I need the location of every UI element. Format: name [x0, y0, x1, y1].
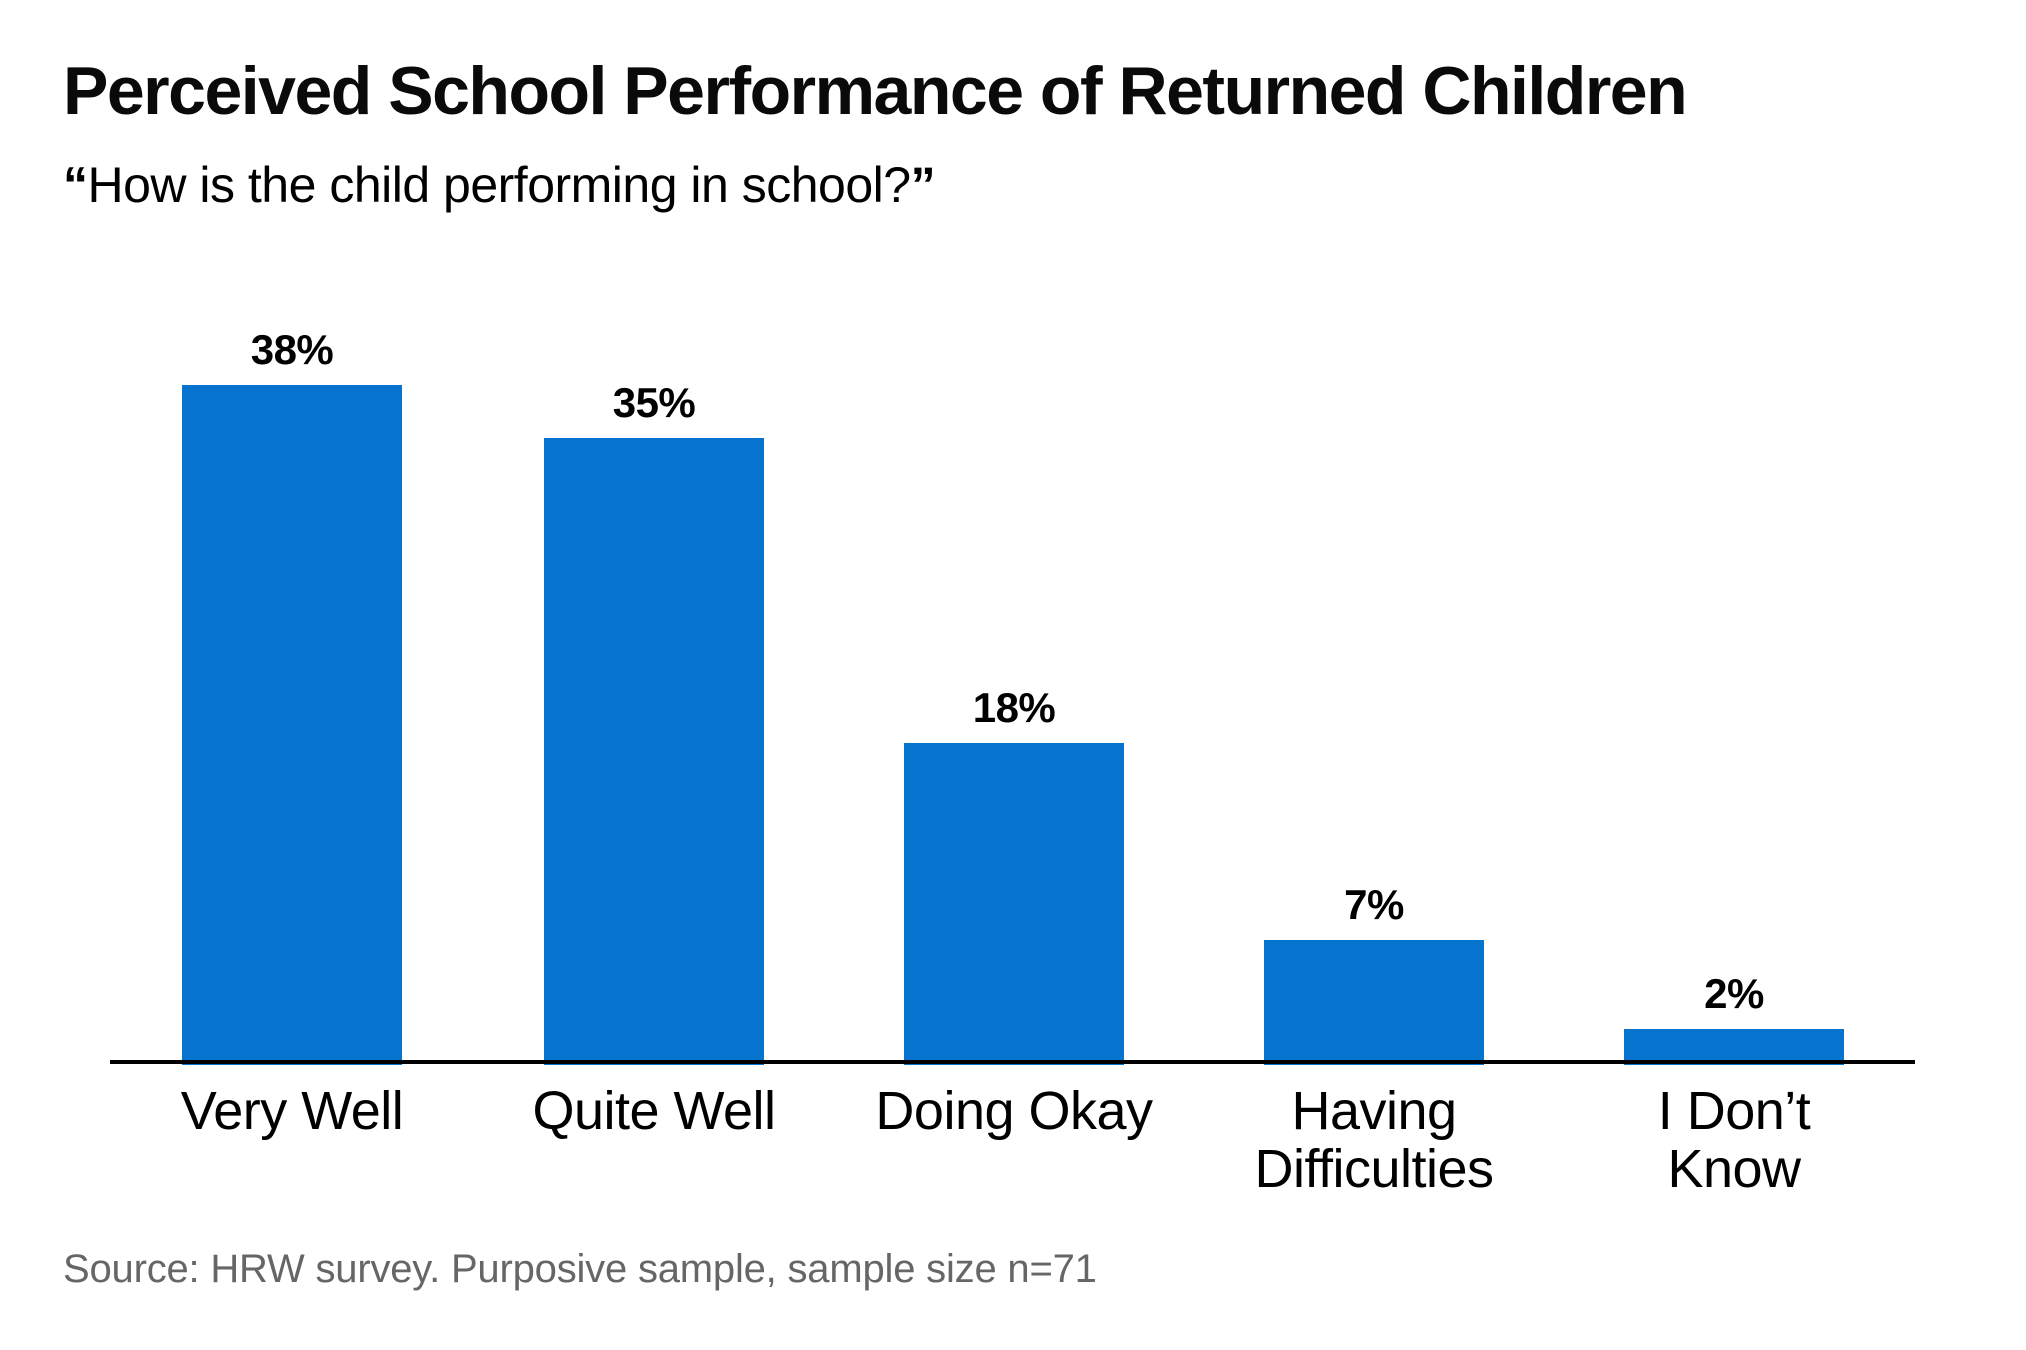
- category-label: I Don’t Know: [1658, 1082, 1811, 1198]
- value-label: 2%: [1704, 970, 1764, 1017]
- category-label: Very Well: [181, 1082, 404, 1140]
- bar: [544, 438, 764, 1065]
- bar: [1624, 1029, 1844, 1065]
- category-label-line: Difficulties: [1254, 1139, 1494, 1199]
- category-label-line: Having: [1291, 1081, 1457, 1141]
- category-label-line: I Don’t: [1657, 1081, 1811, 1141]
- bar-group-i-dont-know: 2% I Don’t Know: [1624, 0, 1844, 1350]
- source-note: Source: HRW survey. Purposive sample, sa…: [63, 1247, 1097, 1291]
- category-label: Quite Well: [532, 1081, 776, 1141]
- bar-group-very-well: 38% Very Well: [181, 0, 404, 1350]
- category-label-line: Doing Okay: [875, 1081, 1153, 1141]
- category-label: Doing Okay: [875, 1081, 1153, 1141]
- bar: [904, 743, 1124, 1065]
- bar: [1264, 940, 1484, 1065]
- bar-group-doing-okay: 18% Doing Okay: [875, 0, 1153, 1350]
- bar-group-quite-well: 35% Quite Well: [532, 0, 776, 1350]
- chart-subtitle: “How is the child performing in school?”: [63, 156, 936, 214]
- category-label: Having Difficulties: [1254, 1081, 1494, 1199]
- subtitle-open-quote: “: [63, 157, 88, 213]
- x-axis-line: [110, 1060, 1915, 1064]
- subtitle-text: How is the child performing in school?: [87, 157, 912, 213]
- bar: [182, 385, 402, 1065]
- bar-group-having-difficulties: 7% Having Difficulties: [1254, 0, 1494, 1350]
- value-label: 7%: [1344, 881, 1404, 928]
- value-label: 18%: [972, 684, 1056, 731]
- subtitle-close-quote: ”: [910, 157, 936, 213]
- value-label: 35%: [612, 379, 696, 426]
- value-label: 38%: [250, 326, 334, 373]
- page-title: Perceived School Performance of Returned…: [63, 53, 1688, 129]
- category-label-line: Quite Well: [532, 1081, 776, 1141]
- category-label-line: Know: [1667, 1139, 1801, 1199]
- category-label-line: Very Well: [180, 1081, 404, 1141]
